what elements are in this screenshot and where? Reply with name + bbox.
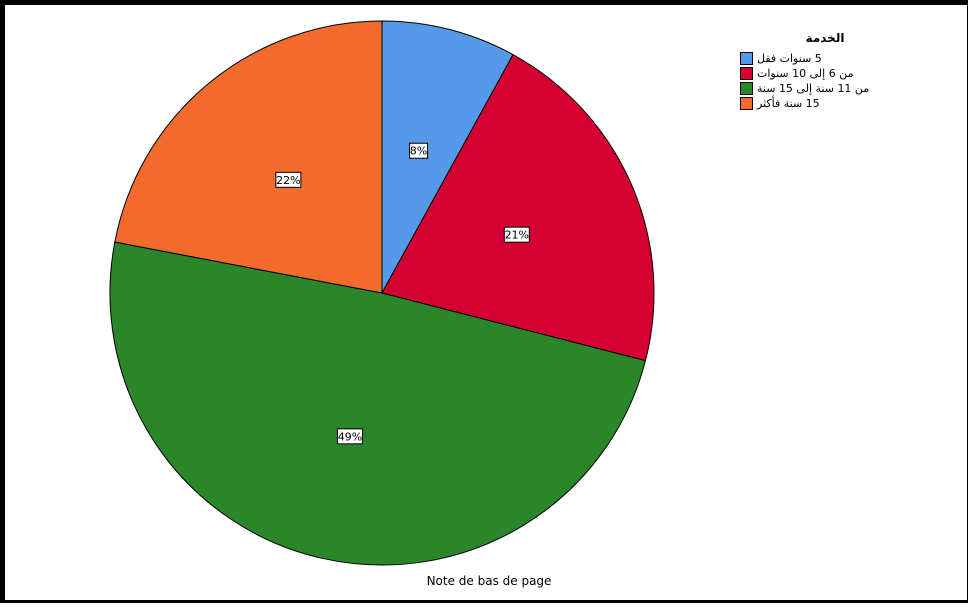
legend-label-3: من 11 سنة إلى 15 سنة bbox=[757, 82, 870, 95]
pie-slice-3 bbox=[109, 241, 647, 566]
footnote: Note de bas de page bbox=[426, 574, 552, 588]
legend-swatch-3 bbox=[740, 82, 753, 95]
legend-item-3: من 11 سنة إلى 15 سنة bbox=[740, 81, 890, 96]
pie-chart: 8% 21% 49% 22% bbox=[109, 20, 655, 566]
pie-slice-2 bbox=[381, 53, 655, 362]
legend-item-1: 5 سنوات فقل bbox=[740, 51, 890, 66]
slice-label-group-2: 21% bbox=[503, 226, 530, 243]
legend-swatch-4 bbox=[740, 97, 753, 110]
slice-label-group-3: 49% bbox=[336, 428, 363, 445]
slice-label-3: 49% bbox=[338, 430, 362, 443]
slice-label-group-1: 8% bbox=[409, 142, 429, 159]
slice-label-group-4: 22% bbox=[275, 171, 302, 188]
legend: الخدمة 5 سنوات فقل من 6 إلى 10 سنوات من 11… bbox=[740, 31, 890, 111]
slice-label-box-2 bbox=[503, 226, 530, 243]
legend-label-2: من 6 إلى 10 سنوات bbox=[757, 67, 854, 80]
legend-swatch-1 bbox=[740, 52, 753, 65]
slice-label-box-1 bbox=[409, 142, 429, 159]
slice-label-box-4 bbox=[275, 171, 302, 188]
legend-title: الخدمة bbox=[805, 31, 845, 45]
legend-swatch-2 bbox=[740, 67, 753, 80]
slice-label-1: 8% bbox=[410, 145, 427, 158]
slice-label-box-3 bbox=[336, 428, 363, 445]
slice-label-2: 21% bbox=[505, 229, 529, 242]
pie-slice-4 bbox=[114, 20, 383, 294]
slice-label-4: 22% bbox=[276, 174, 300, 187]
legend-item-4: 15 سنة فأكثر bbox=[740, 96, 890, 111]
pie-slice-1 bbox=[381, 20, 514, 294]
legend-label-1: 5 سنوات فقل bbox=[757, 52, 822, 65]
legend-item-2: من 6 إلى 10 سنوات bbox=[740, 66, 890, 81]
legend-label-4: 15 سنة فأكثر bbox=[757, 97, 820, 110]
